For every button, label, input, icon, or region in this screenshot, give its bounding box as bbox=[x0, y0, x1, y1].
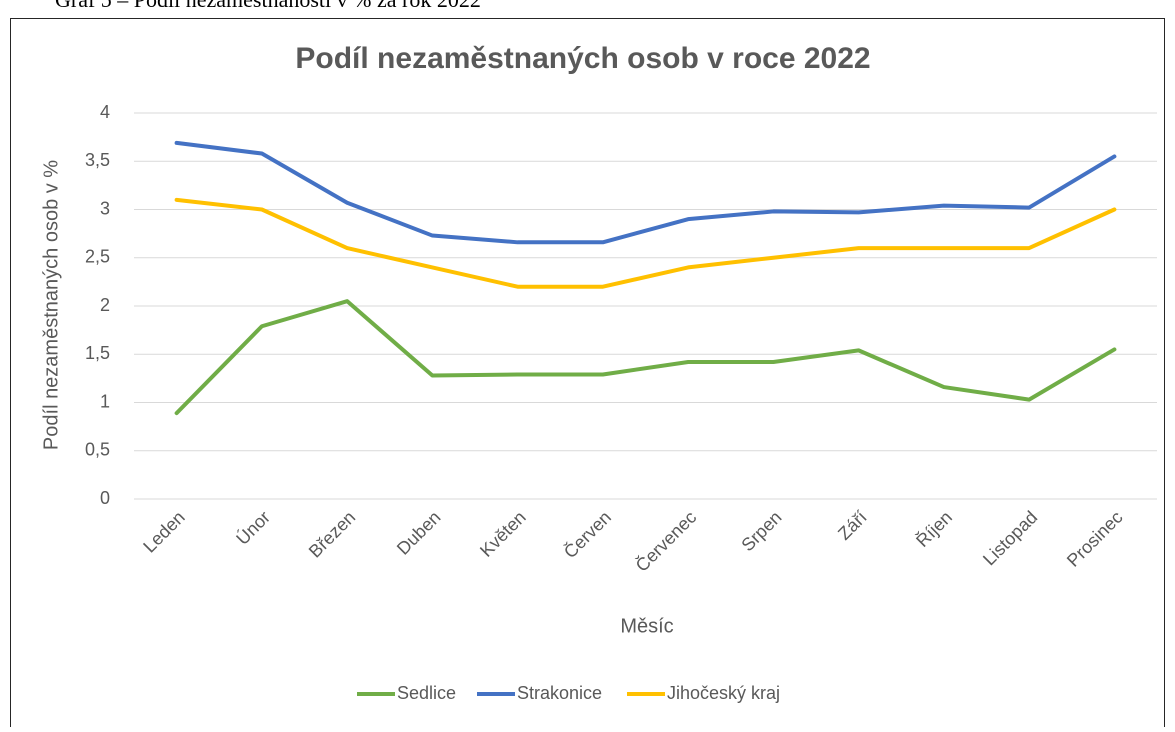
y-tick-label: 1,5 bbox=[85, 343, 110, 363]
x-axis-title: Měsíc bbox=[620, 615, 673, 637]
series-line bbox=[174, 299, 1117, 416]
y-tick-label: 1 bbox=[100, 391, 110, 411]
y-tick-label: 4 bbox=[100, 102, 110, 122]
legend-label: Strakonice bbox=[517, 683, 602, 703]
caption: Graf 5 – Podíl nezaměstnanosti v % za ro… bbox=[55, 0, 481, 12]
y-tick-label: 2 bbox=[100, 295, 110, 315]
y-tick-label: 2,5 bbox=[85, 247, 110, 267]
y-tick-label: 3,5 bbox=[85, 150, 110, 170]
y-axis-title: Podíl nezaměstnaných osob v % bbox=[40, 160, 62, 450]
series-line bbox=[174, 197, 1117, 289]
legend-label: Jihočeský kraj bbox=[667, 683, 780, 703]
y-tick-label: 0 bbox=[100, 488, 110, 508]
y-tick-label: 0,5 bbox=[85, 440, 110, 460]
chart-title: Podíl nezaměstnaných osob v roce 2022 bbox=[295, 42, 870, 75]
y-tick-label: 3 bbox=[100, 198, 110, 218]
legend-label: Sedlice bbox=[397, 683, 456, 703]
series-line bbox=[174, 140, 1117, 245]
